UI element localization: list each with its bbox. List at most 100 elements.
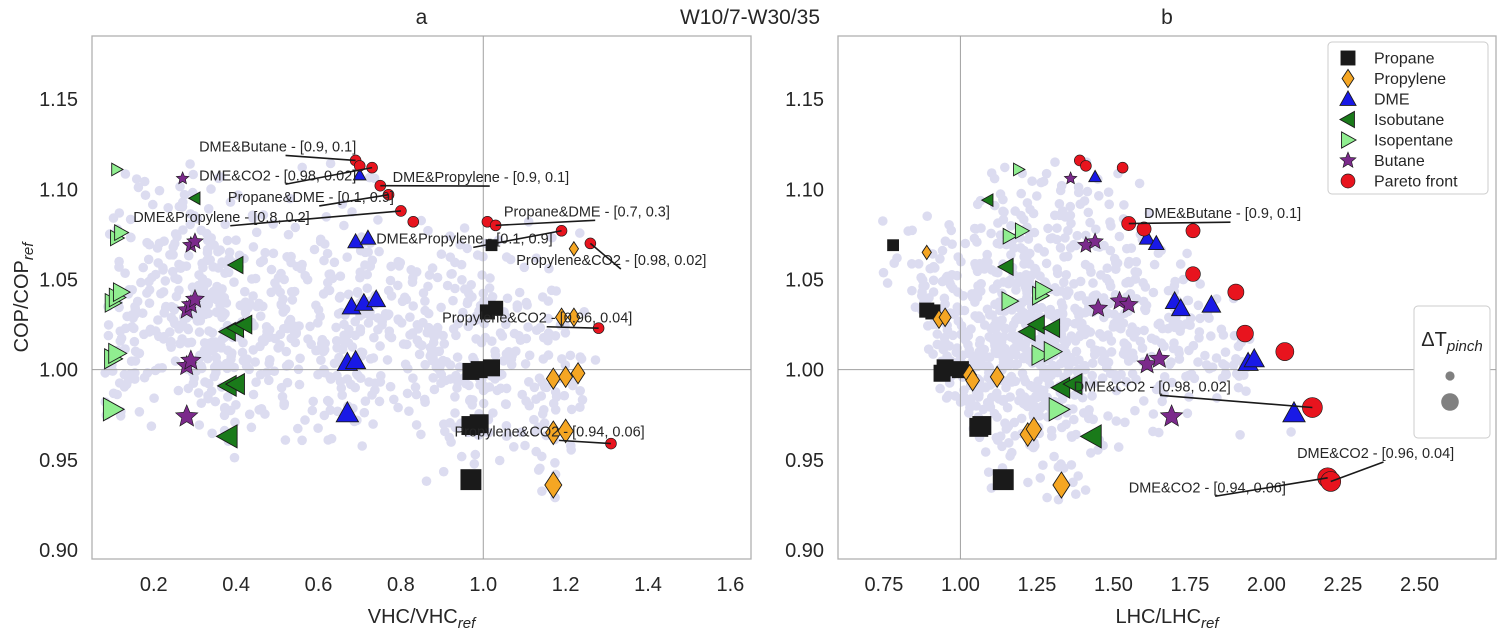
cloud-point	[308, 396, 319, 407]
cloud-point	[1204, 313, 1214, 324]
cloud-point	[120, 323, 131, 334]
cloud-point	[220, 402, 230, 413]
cloud-point	[976, 313, 986, 324]
cloud-point	[550, 405, 561, 415]
cloud-point	[248, 345, 259, 355]
series-butane	[1063, 171, 1184, 427]
cloud-point	[925, 263, 935, 274]
cloud-point	[383, 285, 394, 296]
cloud-point	[942, 351, 952, 361]
cloud-point	[1025, 380, 1036, 391]
cloud-point	[989, 320, 1000, 331]
panel-a: 0.2 0.4 0.6 0.8 1.0 1.2 1.4 1.6 0.90 0.95 1.00 1.05…	[11, 6, 752, 628]
cloud-point	[1069, 279, 1079, 289]
annotation-leader	[230, 210, 401, 227]
cloud-point	[992, 238, 1003, 249]
cloud-point	[402, 339, 412, 350]
cloud-point	[416, 429, 426, 440]
cloud-point	[1028, 442, 1039, 453]
cloud-point	[997, 315, 1007, 325]
point-propylene	[989, 365, 1005, 389]
cloud-point	[1149, 259, 1160, 270]
cloud-point	[1035, 473, 1046, 483]
cloud-point	[255, 311, 266, 322]
cloud-point	[251, 377, 261, 388]
point-isobutane	[1062, 372, 1083, 396]
cloud-point	[952, 270, 962, 281]
cloud-point	[138, 262, 148, 273]
cloud-point	[1015, 303, 1025, 314]
cloud-point	[1038, 176, 1049, 187]
cloud-point	[205, 346, 215, 356]
annotation-label: DME&CO2 - [0.98, 0.02]	[199, 168, 356, 184]
cloud-point	[1123, 356, 1134, 366]
cloud-point	[272, 283, 282, 293]
point-dme	[1243, 347, 1265, 368]
cloud-point	[1040, 399, 1050, 409]
cloud-point	[1140, 304, 1150, 314]
point-isopentane	[1043, 340, 1064, 363]
cloud-point	[324, 397, 334, 407]
cloud-point	[412, 320, 423, 330]
cloud-point	[423, 225, 433, 236]
cloud-point	[157, 363, 167, 373]
cloud-point	[285, 193, 295, 204]
cloud-point	[210, 396, 221, 407]
cloud-point	[174, 285, 184, 296]
cloud-point	[1167, 377, 1177, 388]
point-isobutane	[187, 191, 201, 206]
legend-label-pareto-front: Pareto front	[1374, 174, 1458, 191]
cloud-point	[916, 272, 926, 283]
series-isobutane	[187, 191, 253, 449]
cloud-point	[462, 243, 473, 254]
cloud-point	[1069, 414, 1079, 425]
cloud-point	[264, 358, 275, 369]
cloud-point	[300, 270, 311, 281]
cloud-point	[1157, 396, 1167, 407]
cloud-point	[115, 336, 126, 346]
cloud-point	[531, 426, 541, 437]
cloud-point	[339, 330, 349, 341]
point-propylene	[544, 471, 563, 499]
cloud-point	[501, 399, 512, 410]
cloud-point	[250, 357, 260, 367]
cloud-point	[207, 428, 217, 439]
cloud-point	[126, 232, 136, 243]
cloud-point	[240, 297, 251, 308]
cloud-point	[1233, 341, 1244, 352]
cloud-point	[1047, 233, 1058, 243]
cloud-point	[240, 286, 250, 297]
cloud-point	[1164, 359, 1175, 370]
cloud-point	[286, 251, 296, 262]
y-tick-label: 1.15	[39, 89, 78, 111]
cloud-point	[350, 316, 361, 327]
cloud-point	[1049, 451, 1059, 462]
cloud-point	[202, 278, 213, 288]
panel-b: 0.75 1.00 1.25 1.50 1.75 2.00 2.25 2.50 0.90 0.95…	[785, 6, 1497, 628]
point-isopentane	[1002, 227, 1019, 245]
cloud-point	[1119, 200, 1129, 210]
cloud-point	[219, 410, 230, 421]
cloud-point	[534, 373, 545, 384]
cloud-point	[1039, 247, 1049, 257]
cloud-point	[382, 310, 393, 321]
y-tick-label: 1.00	[39, 360, 78, 382]
cloud-point	[355, 267, 366, 278]
cloud-point	[1012, 359, 1023, 369]
x-tick-label: 1.0	[469, 574, 497, 596]
cloud-point	[1134, 178, 1145, 189]
cloud-point	[410, 382, 421, 392]
legend-marker-butane	[1339, 151, 1357, 168]
series-isopentane	[1001, 162, 1071, 422]
cloud-point	[442, 280, 453, 291]
cloud-point	[1088, 378, 1098, 389]
cloud-point	[994, 394, 1004, 404]
cloud-point	[259, 336, 269, 347]
cloud-point	[384, 326, 395, 337]
cloud-point	[305, 321, 315, 332]
point-propylene	[545, 367, 561, 390]
cloud-point	[203, 353, 213, 364]
cloud-point	[1038, 460, 1048, 471]
cloud-point	[297, 435, 307, 446]
point-pareto-front	[1080, 160, 1092, 172]
